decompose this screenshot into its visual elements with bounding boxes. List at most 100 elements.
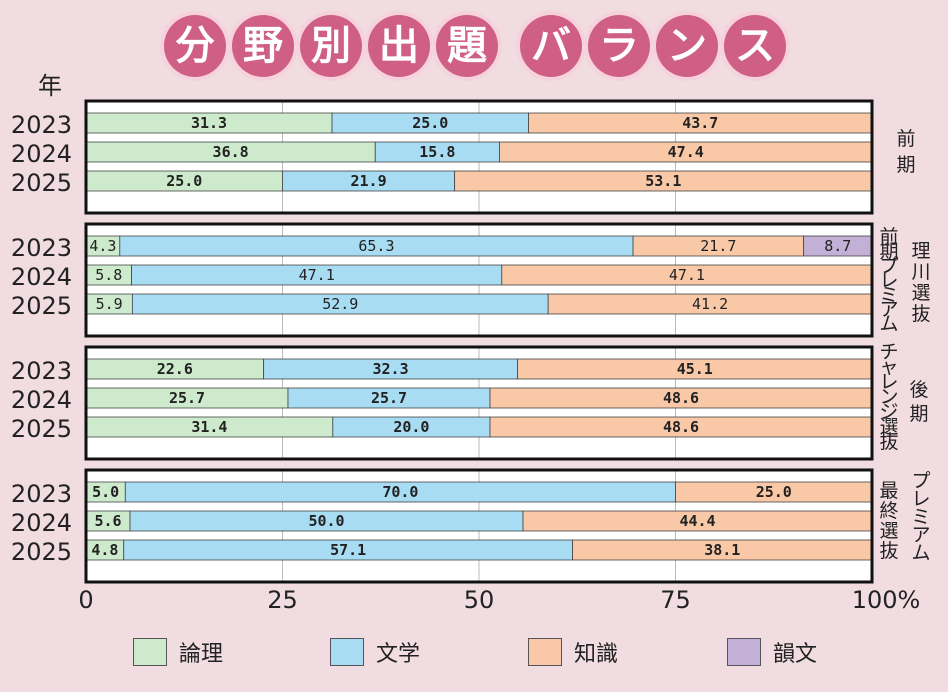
group-label-premium: プ [911, 470, 930, 492]
data-label: 21.7 [700, 237, 736, 255]
title-char: 野 [232, 15, 294, 77]
year-tick-label: 2025 [11, 169, 72, 197]
legend-item-knowledge: 知識 [528, 636, 618, 668]
panel-frame [84, 345, 874, 461]
group-label-rikawa: 抜 [911, 303, 930, 325]
year-tick-label: 2025 [11, 538, 72, 566]
legend-swatch [727, 638, 761, 666]
group-label-zenki-premium: プ [879, 255, 898, 277]
data-label: 21.9 [351, 172, 387, 190]
x-tick-label: 0 [78, 586, 93, 614]
data-label: 4.8 [91, 541, 118, 559]
group-label-final: 最 [879, 480, 898, 502]
year-tick-label: 2024 [11, 509, 72, 537]
data-label: 41.2 [692, 295, 728, 313]
legend-label: 論理 [179, 642, 224, 667]
panel-frame [84, 222, 874, 338]
data-label: 57.1 [330, 541, 366, 559]
title-char: ス [724, 15, 786, 77]
group-label-zenki-premium: ム [879, 313, 898, 335]
data-label: 47.4 [668, 143, 704, 161]
data-label: 5.8 [95, 266, 122, 284]
group-label-challenge: 選 [879, 416, 898, 438]
group-label-premium: ア [911, 524, 930, 546]
group-label-kouki: 期 [909, 403, 928, 425]
year-tick-label: 2023 [11, 234, 72, 262]
group-label-challenge: ジ [879, 401, 898, 423]
year-tick-label: 2023 [11, 111, 72, 139]
title-char: バ [520, 15, 582, 77]
y-axis-label: 年 [38, 72, 62, 100]
data-label: 48.6 [663, 389, 699, 407]
x-tick-label: 25 [267, 586, 298, 614]
panel-frame [84, 468, 874, 584]
data-label: 32.3 [373, 360, 409, 378]
title-char: 別 [300, 15, 362, 77]
legend-item-literature: 文学 [330, 636, 420, 668]
data-label: 65.3 [358, 237, 394, 255]
title-char: 分 [164, 15, 226, 77]
legend-item-logic: 論理 [133, 636, 223, 668]
group-label-challenge: ャ [879, 356, 898, 378]
group-label-rikawa: 川 [911, 261, 930, 283]
group-label-challenge: ン [879, 386, 898, 408]
group-label-premium: ミ [911, 506, 930, 528]
data-label: 25.7 [169, 389, 205, 407]
x-tick-label: 75 [660, 586, 691, 614]
group-label-rikawa: 理 [911, 240, 930, 262]
data-label: 25.7 [371, 389, 407, 407]
data-label: 5.9 [96, 295, 123, 313]
data-label: 25.0 [166, 172, 202, 190]
year-tick-label: 2025 [11, 415, 72, 443]
data-label: 4.3 [89, 237, 116, 255]
legend-swatch [528, 638, 562, 666]
group-label-premium: ム [911, 542, 930, 564]
group-label-challenge: チ [879, 341, 898, 363]
panel-frame [84, 99, 874, 215]
data-label: 52.9 [322, 295, 358, 313]
data-label: 5.0 [92, 483, 119, 501]
data-label: 5.6 [94, 512, 121, 530]
year-tick-label: 2024 [11, 140, 72, 168]
group-label-zenki-premium: 期 [879, 241, 898, 263]
data-label: 70.0 [382, 483, 418, 501]
data-label: 20.0 [393, 418, 429, 436]
group-label-zenki: 期 [896, 154, 915, 176]
group-label-zenki: 前 [896, 128, 915, 150]
year-tick-label: 2023 [11, 357, 72, 385]
group-label-kouki: 後 [909, 379, 928, 401]
group-label-zenki-premium: レ [879, 270, 898, 292]
legend-label: 文学 [376, 642, 421, 667]
legend-item-verse: 韻文 [727, 636, 817, 668]
year-tick-label: 2025 [11, 292, 72, 320]
group-label-final: 終 [879, 500, 898, 522]
data-label: 22.6 [157, 360, 193, 378]
group-label-zenki-premium: 前 [879, 226, 898, 248]
data-label: 50.0 [308, 512, 344, 530]
data-label: 25.0 [756, 483, 792, 501]
legend-swatch [133, 638, 167, 666]
year-tick-label: 2024 [11, 386, 72, 414]
group-label-premium: レ [911, 488, 930, 510]
data-label: 44.4 [679, 512, 715, 530]
group-label-challenge: 抜 [879, 431, 898, 453]
data-label: 47.1 [669, 266, 705, 284]
data-label: 47.1 [299, 266, 335, 284]
group-label-rikawa: 選 [911, 282, 930, 304]
data-label: 25.0 [412, 114, 448, 132]
data-label: 43.7 [682, 114, 718, 132]
title-char: 出 [368, 15, 430, 77]
group-label-final: 抜 [879, 540, 898, 562]
group-label-zenki-premium: ミ [879, 284, 898, 306]
x-tick-label: 100% [852, 586, 921, 614]
year-tick-label: 2024 [11, 263, 72, 291]
data-label: 53.1 [645, 172, 681, 190]
data-label: 31.4 [191, 418, 227, 436]
data-label: 38.1 [704, 541, 740, 559]
title-char: 題 [436, 15, 498, 77]
x-tick-label: 50 [464, 586, 495, 614]
group-label-challenge: レ [879, 371, 898, 393]
title-char: ラ [588, 15, 650, 77]
data-label: 31.3 [191, 114, 227, 132]
